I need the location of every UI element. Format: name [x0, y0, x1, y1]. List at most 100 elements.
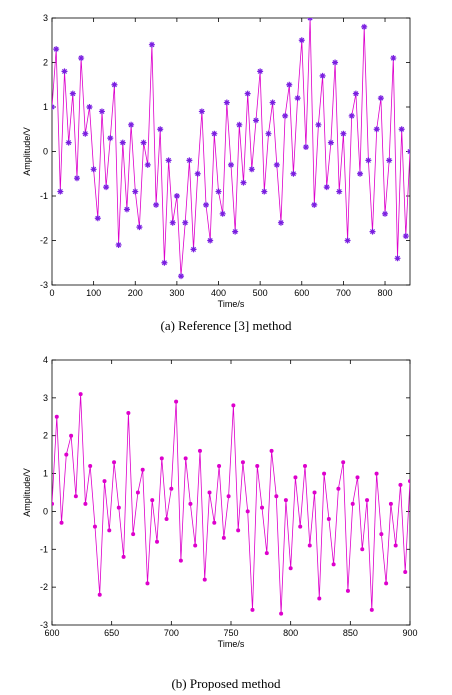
data-point	[78, 392, 83, 397]
data-point	[92, 524, 97, 529]
data-point	[379, 532, 384, 537]
data-point	[119, 139, 126, 146]
x-tick-label: 750	[223, 628, 238, 638]
data-point	[283, 498, 288, 503]
data-point	[245, 509, 250, 514]
data-point	[202, 577, 207, 582]
data-point	[126, 411, 131, 415]
data-point	[186, 157, 193, 164]
data-point	[98, 108, 105, 115]
data-point	[111, 81, 118, 88]
data-point	[332, 59, 339, 66]
data-point	[236, 121, 243, 128]
data-point	[178, 558, 183, 563]
data-point	[207, 237, 214, 244]
data-point	[103, 184, 110, 191]
series-line	[52, 394, 410, 614]
data-point	[344, 237, 351, 244]
data-point	[323, 184, 330, 191]
x-tick-label: 300	[169, 288, 184, 298]
data-point	[54, 414, 59, 419]
data-point	[57, 188, 64, 195]
data-point	[408, 479, 410, 484]
data-point	[307, 18, 314, 21]
data-point	[252, 117, 259, 124]
data-point	[269, 99, 276, 106]
data-point	[403, 570, 408, 574]
data-point	[390, 55, 397, 62]
data-point	[352, 90, 359, 97]
data-point	[82, 130, 89, 137]
data-point	[360, 547, 365, 552]
data-point	[94, 215, 101, 222]
data-point	[384, 581, 389, 586]
data-point	[183, 456, 188, 461]
y-tick-label: 1	[43, 102, 48, 112]
data-point	[194, 170, 201, 177]
data-point	[203, 201, 210, 208]
data-point	[107, 135, 114, 142]
y-tick-label: -1	[40, 544, 48, 554]
data-point	[221, 535, 226, 540]
data-point	[336, 486, 341, 491]
x-tick-label: 100	[86, 288, 101, 298]
y-tick-label: 0	[43, 506, 48, 516]
data-point	[212, 520, 217, 525]
data-point	[350, 501, 355, 506]
data-point	[317, 596, 322, 601]
data-point	[274, 494, 279, 499]
data-point	[88, 464, 93, 468]
x-tick-label: 600	[44, 628, 59, 638]
data-point	[232, 228, 239, 235]
data-point	[128, 121, 135, 128]
data-point	[319, 72, 326, 79]
data-point	[69, 90, 76, 97]
data-point	[131, 532, 136, 537]
y-tick-label: -2	[40, 236, 48, 246]
data-point	[123, 206, 130, 213]
y-tick-label: -1	[40, 191, 48, 201]
data-point	[174, 399, 179, 404]
x-tick-label: 900	[402, 628, 417, 638]
data-point	[97, 592, 102, 597]
data-point	[336, 188, 343, 195]
data-point	[240, 460, 245, 465]
data-point	[288, 566, 293, 571]
data-point	[250, 607, 255, 612]
data-point	[90, 166, 97, 173]
data-point	[228, 161, 234, 168]
data-point	[116, 505, 121, 510]
data-point	[165, 157, 172, 164]
data-point	[83, 501, 88, 506]
data-point	[132, 188, 139, 195]
data-point	[155, 539, 160, 544]
x-tick-label: 600	[294, 288, 309, 298]
data-point	[182, 219, 189, 226]
x-tick-label: 800	[283, 628, 298, 638]
data-point	[398, 126, 405, 133]
data-point	[307, 543, 312, 548]
y-tick-label: 4	[43, 355, 48, 365]
data-point	[153, 201, 160, 208]
data-point	[169, 219, 176, 226]
data-point	[326, 517, 331, 521]
data-point	[264, 551, 269, 556]
data-point	[293, 475, 298, 480]
data-point	[217, 464, 222, 468]
data-point	[312, 490, 317, 495]
data-point	[255, 464, 260, 468]
data-point	[150, 498, 155, 503]
data-point	[140, 467, 145, 472]
data-point	[298, 524, 303, 529]
chart-a-reference-method: 0 100 200 300 400 500 600 700 800 -3 -2 -1 0 1 2 3 Time/…	[22, 13, 411, 309]
x-tick-label: 700	[336, 288, 351, 298]
data-point	[398, 482, 403, 487]
data-point	[157, 126, 164, 133]
data-point	[244, 90, 251, 97]
x-tick-label: 0	[49, 288, 54, 298]
y-tick-label: 3	[43, 13, 48, 23]
data-point	[290, 170, 297, 177]
plot-frame	[51, 17, 411, 286]
data-point	[345, 588, 350, 593]
